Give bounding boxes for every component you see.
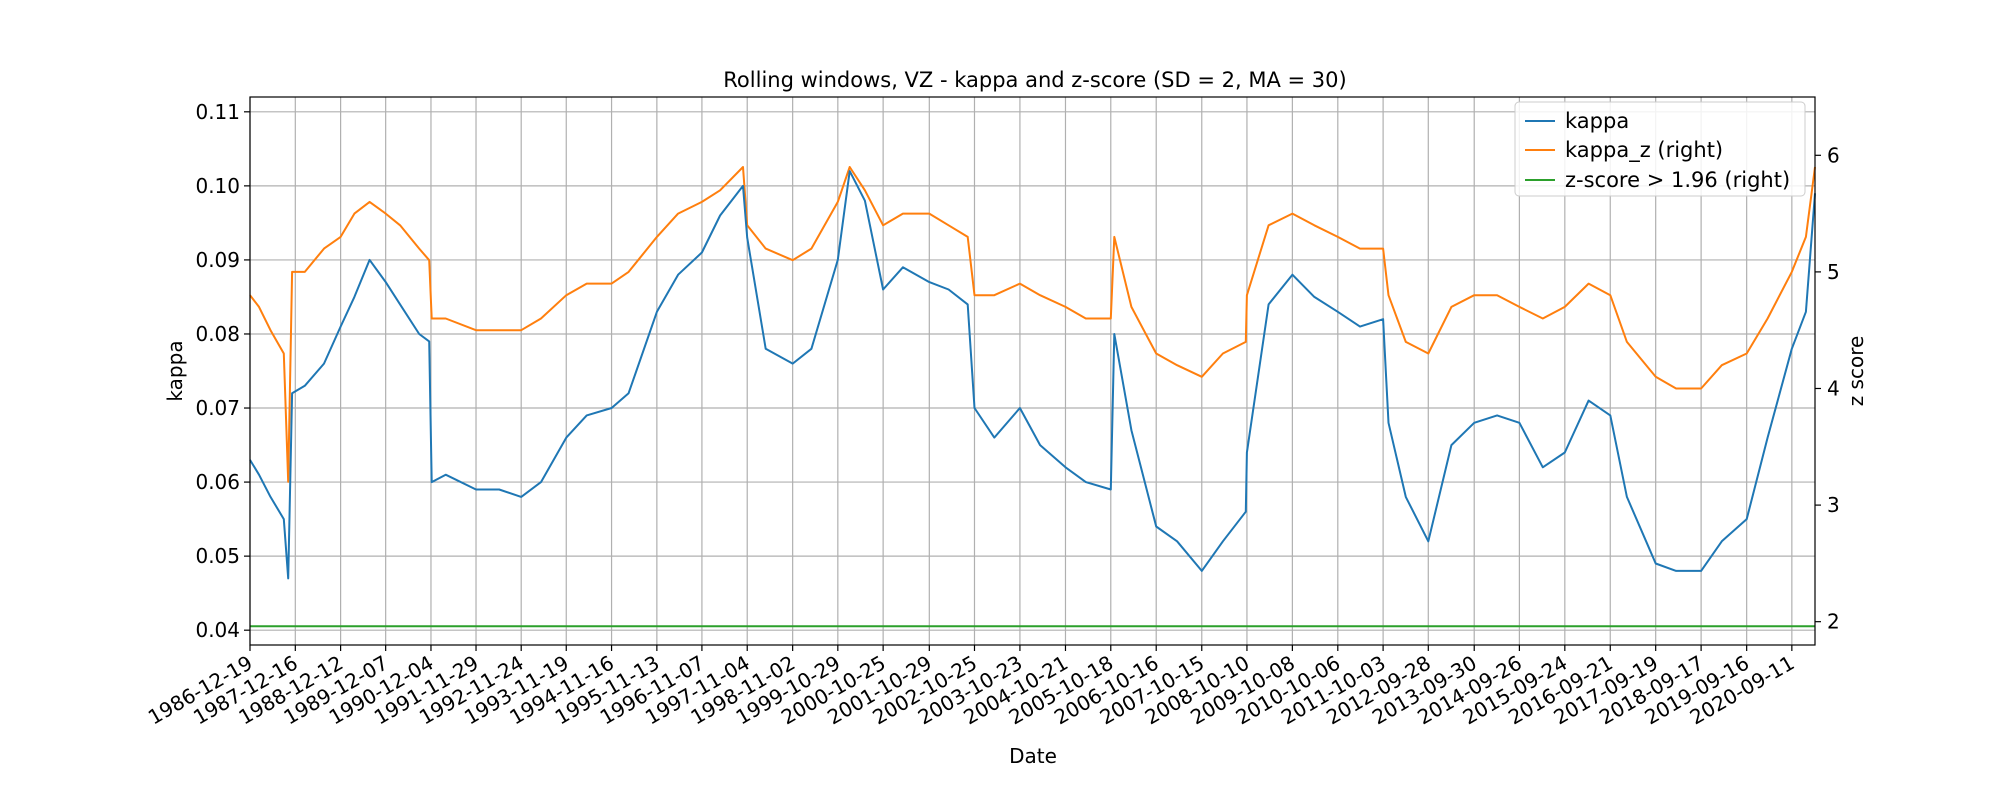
y2-tick-label: 2 (1827, 610, 1840, 634)
series-layer (249, 166, 1816, 628)
y-tick-label: 0.08 (195, 322, 240, 346)
y2-tick-label: 4 (1827, 376, 1840, 400)
plot-frame (249, 96, 1816, 646)
y2-axis-label: z score (1844, 336, 1868, 407)
y2-tick-label: 6 (1827, 143, 1840, 167)
y-tick-label: 0.05 (195, 544, 240, 568)
y-axis-left: 0.04 0.05 0.06 0.07 0.08 0.09 0.10 0.11 (195, 100, 250, 642)
y-tick-label: 0.10 (195, 174, 240, 198)
y-tick-label: 0.07 (195, 396, 240, 420)
y-tick-label: 0.09 (195, 248, 240, 272)
x-axis-label: Date (1009, 744, 1057, 768)
series-line-kappa (249, 170, 1816, 580)
y-tick-label: 0.04 (195, 618, 240, 642)
y-tick-label: 0.06 (195, 470, 240, 494)
y2-tick-label: 5 (1827, 260, 1840, 284)
legend-label-kappa: kappa (1565, 109, 1629, 133)
y-tick-label: 0.11 (195, 100, 240, 124)
y-axis-label: kappa (163, 340, 187, 401)
series-line-kappa-z (249, 166, 1816, 483)
y2-tick-label: 3 (1827, 493, 1840, 517)
legend-box (1514, 101, 1806, 197)
y-axis-right: 2 3 4 5 6 (1815, 143, 1840, 634)
legend-label-kappa-z: kappa_z (right) (1565, 138, 1723, 163)
legend-label-threshold: z-score > 1.96 (right) (1565, 168, 1790, 192)
chart-title: Rolling windows, VZ - kappa and z-score … (723, 68, 1346, 92)
legend: kappa kappa_z (right) z-score > 1.96 (ri… (1514, 101, 1806, 197)
